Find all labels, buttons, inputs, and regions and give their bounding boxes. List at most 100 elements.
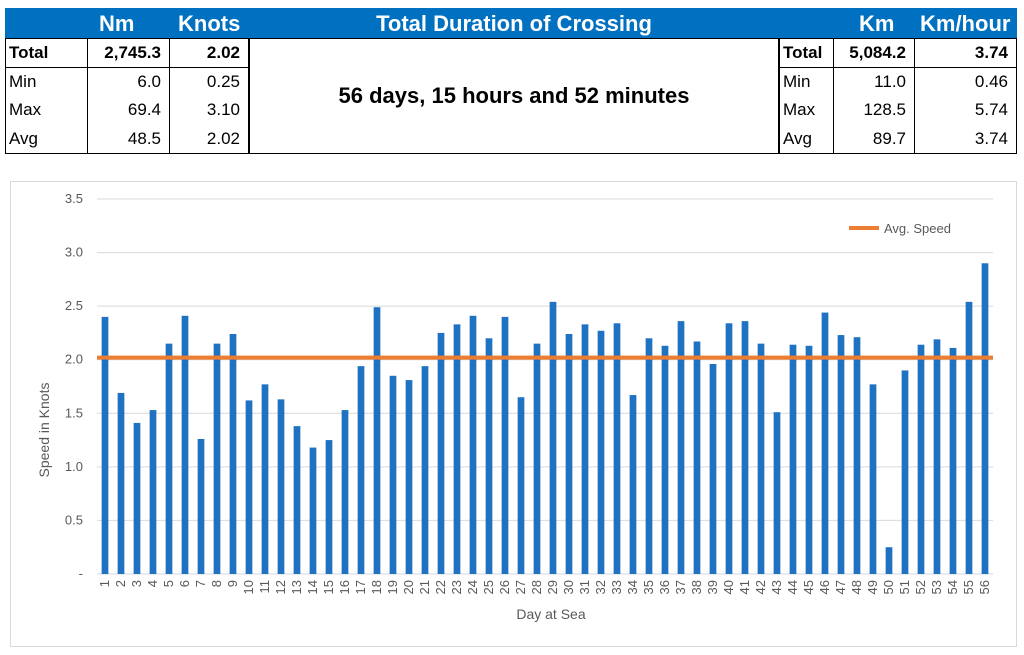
bar-day-4 [149, 410, 157, 574]
nm-header: Nm [99, 11, 135, 36]
x-tick-label: 50 [881, 580, 896, 594]
x-tick-label: 19 [385, 580, 400, 594]
bar-day-15 [325, 440, 333, 574]
bar-day-33 [613, 323, 621, 574]
bar-day-39 [709, 364, 717, 574]
bar-day-44 [789, 344, 797, 574]
x-tick-label: 34 [625, 580, 640, 594]
bar-day-22 [437, 332, 445, 574]
nautical-min-row: Min 6.0 0.25 [5, 68, 249, 96]
nautical-max-row: Max 69.4 3.10 [5, 96, 249, 124]
nautical-header-row: Nm Knots [5, 8, 249, 38]
bar-day-1 [101, 316, 109, 574]
row-label: Min [780, 68, 834, 96]
km-value: 11.0 [834, 68, 915, 96]
knots-value: 2.02 [206, 128, 240, 148]
bar-day-27 [517, 397, 525, 574]
bar-day-16 [341, 410, 349, 574]
x-tick-label: 1 [97, 580, 112, 587]
bar-day-30 [565, 334, 573, 574]
bar-day-55 [965, 301, 973, 574]
bar-day-37 [677, 321, 685, 574]
knots-value: 3.10 [206, 100, 240, 119]
x-tick-label: 51 [897, 580, 912, 594]
x-tick-label: 46 [817, 580, 832, 594]
bar-day-38 [693, 341, 701, 574]
legend-avg-label: Avg. Speed [884, 221, 951, 236]
x-tick-label: 31 [577, 580, 592, 594]
metric-total-row: Total 5,084.2 3.74 [779, 38, 1017, 68]
km-header: Km [859, 11, 895, 36]
bar-day-7 [197, 439, 205, 574]
bar-day-12 [277, 399, 285, 574]
nautical-avg-row: Avg 48.5 2.02 [5, 124, 249, 154]
bar-day-50 [885, 547, 893, 574]
bar-day-21 [421, 366, 429, 574]
x-tick-label: 10 [241, 580, 256, 594]
bar-day-36 [661, 345, 669, 574]
bar-day-2 [117, 392, 125, 574]
x-tick-label: 11 [257, 580, 272, 594]
x-tick-label: 21 [417, 580, 432, 594]
bar-day-47 [837, 335, 845, 574]
row-label: Max [780, 96, 834, 124]
speed-chart: -0.5 1.0 1.5 2.0 2.5 3.0 3.5 1 2 3 4 5 6 7 8 9 10 11 12 13… [10, 181, 1017, 647]
stats-summary: Nm Knots Total 2,745.3 2.02 Min 6.0 0.25… [5, 8, 1017, 154]
nm-value: 48.5 [88, 124, 170, 153]
x-tick-label: 48 [849, 580, 864, 594]
x-tick-label: 52 [913, 580, 928, 594]
x-tick-label: 18 [369, 580, 384, 594]
kmh-header: Km/hour [920, 11, 1011, 36]
bar-day-26 [501, 316, 509, 574]
bar-day-23 [453, 324, 461, 574]
knots-value: 0.25 [206, 72, 240, 91]
bar-day-18 [373, 307, 381, 574]
row-label: Total [780, 39, 834, 67]
x-tick-label: 36 [657, 580, 672, 594]
bar-day-43 [773, 412, 781, 574]
x-tick-label: 14 [305, 580, 320, 594]
x-tick-label: 37 [673, 580, 688, 594]
x-tick-label: 54 [945, 580, 960, 594]
y-tick-label: 2.0 [65, 352, 83, 367]
knots-header: Knots [178, 11, 241, 36]
metric-avg-row: Avg 89.7 3.74 [779, 124, 1017, 154]
y-tick-label: 1.5 [65, 405, 83, 420]
x-tick-label: 45 [801, 580, 816, 594]
x-tick-label: 53 [929, 580, 944, 594]
x-tick-label: 49 [865, 580, 880, 594]
bar-day-11 [261, 384, 269, 574]
bar-day-31 [581, 324, 589, 574]
bar-day-8 [213, 343, 221, 574]
x-tick-label: 15 [321, 580, 336, 594]
y-tick-label: 3.5 [65, 191, 83, 206]
x-tick-label: 39 [705, 580, 720, 594]
bar-day-24 [469, 315, 477, 574]
x-tick-label: 4 [145, 580, 160, 587]
x-tick-label: 40 [721, 580, 736, 594]
duration-header: Total Duration of Crossing [249, 8, 779, 38]
bar-day-6 [181, 315, 189, 574]
row-label: Max [6, 96, 88, 124]
bar-day-52 [917, 344, 925, 574]
row-label: Avg [780, 124, 834, 153]
x-tick-label: 29 [545, 580, 560, 594]
x-tick-label: 30 [561, 580, 576, 594]
x-tick-label: 3 [129, 580, 144, 587]
bar-day-20 [405, 380, 413, 574]
nautical-total-row: Total 2,745.3 2.02 [5, 38, 249, 68]
bar-day-56 [981, 263, 989, 574]
knots-value: 2.02 [206, 43, 240, 62]
bar-day-17 [357, 366, 365, 574]
duration-value: 56 days, 15 hours and 52 minutes [249, 38, 779, 154]
x-tick-label: 56 [977, 580, 992, 594]
kmh-value: 3.74 [974, 43, 1008, 62]
bar-day-28 [533, 343, 541, 574]
x-tick-label: 23 [449, 580, 464, 594]
y-axis-title: Speed in Knots [36, 383, 52, 478]
row-label: Min [6, 68, 88, 96]
nm-value: 69.4 [88, 96, 170, 124]
kmh-value: 3.74 [974, 128, 1008, 148]
bar-day-35 [645, 338, 653, 574]
x-tick-label: 2 [113, 580, 128, 587]
